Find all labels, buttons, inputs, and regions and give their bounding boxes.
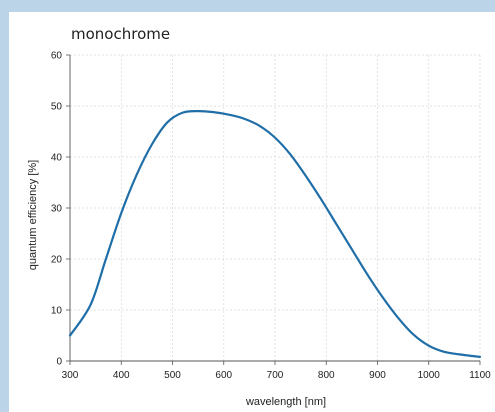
chart-title: monochrome	[71, 25, 170, 43]
x-tick-labels: 300 400 500 600 700 800 900 1000 1100	[62, 370, 492, 381]
x-axis-label: wavelength [nm]	[245, 396, 326, 408]
y-tick-label: 0	[56, 357, 62, 368]
y-axis-label: quantum efficiency [%]	[27, 160, 39, 270]
qe-chart: monochrome 300 400 500 600 700 800 900 1000 1100…	[27, 25, 492, 408]
x-tick-label: 1100	[469, 370, 491, 381]
y-tick-label: 40	[51, 153, 63, 164]
y-tick-label: 10	[51, 306, 63, 317]
x-tick-label: 800	[318, 370, 335, 381]
chart-panel: monochrome 300 400 500 600 700 800 900 1000 1100…	[9, 12, 495, 412]
y-tick-label: 50	[51, 102, 63, 113]
x-tick-label: 600	[215, 370, 232, 381]
y-tick-labels: 0 10 20 30 40 50 60	[51, 51, 63, 368]
grid-lines	[70, 54, 481, 361]
axes	[66, 54, 481, 365]
y-tick-label: 30	[51, 204, 63, 215]
x-tick-label: 900	[369, 370, 386, 381]
x-tick-label: 500	[164, 370, 181, 381]
y-tick-label: 60	[51, 51, 63, 62]
x-tick-label: 400	[113, 370, 130, 381]
y-tick-label: 20	[51, 255, 63, 266]
qe-series-line	[68, 109, 482, 359]
x-tick-label: 300	[62, 370, 79, 381]
x-tick-label: 1000	[418, 370, 441, 381]
x-tick-label: 700	[267, 370, 284, 381]
